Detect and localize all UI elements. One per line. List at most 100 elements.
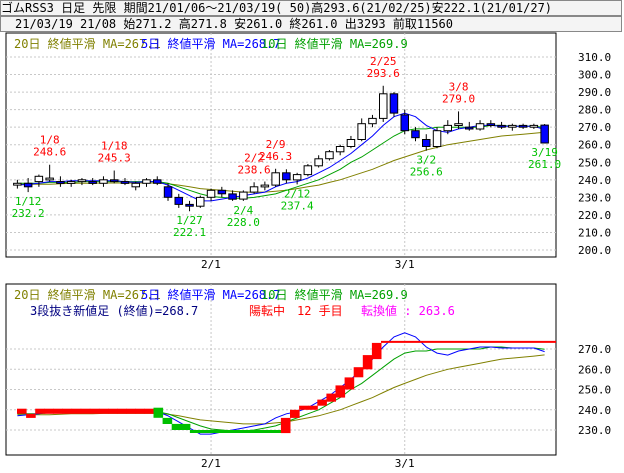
high-value-label: 238.6 (238, 163, 271, 176)
new-price-block (44, 408, 54, 414)
y-tick-label: 230.0 (578, 191, 611, 204)
low-date-label: 1/12 (15, 195, 42, 208)
candle-body (163, 186, 173, 198)
new-price-block (208, 430, 218, 433)
candle-body (206, 189, 216, 198)
candle-body (260, 184, 270, 188)
low-value-label: 228.0 (227, 216, 260, 229)
y-tick-label: 270.0 (578, 343, 611, 356)
candle-body (411, 130, 420, 139)
ohlc-bar: 21/03/19 21/08 始271.2 高271.8 安261.0 終261… (0, 16, 622, 32)
candle-body (465, 126, 474, 130)
low-value-label: 261.0 (528, 158, 561, 171)
new-price-block (308, 405, 318, 410)
candle-body (518, 124, 528, 128)
candle-body (303, 165, 313, 176)
new-price-block (335, 385, 346, 398)
new-price-block (199, 430, 209, 433)
low-date-label: 2/4 (233, 204, 253, 217)
candle-body (540, 124, 549, 144)
high-date-label: 2/9 (266, 138, 286, 151)
candle-body (228, 193, 237, 200)
high-date-label: 2/2 (244, 151, 264, 164)
new-price-block (371, 342, 382, 360)
trend-status: 陽転中 12 手目 (249, 303, 343, 318)
new-price-block (290, 409, 300, 418)
candle-body (239, 191, 248, 200)
new-price-block (89, 408, 100, 414)
candle-body (131, 182, 140, 188)
new-price-block (26, 413, 36, 418)
new-price-block (35, 408, 45, 414)
candle-body (443, 124, 452, 132)
new-price-block (53, 408, 63, 414)
low-date-label: 3/2 (416, 154, 436, 167)
new-price-block (98, 408, 109, 414)
candle-body (475, 123, 485, 130)
candle-body (454, 123, 463, 126)
candle-body (314, 158, 323, 167)
x-tick-label: 3/1 (395, 258, 415, 271)
candle-body (174, 196, 183, 205)
candle-body (357, 123, 366, 140)
y-tick-label: 230.0 (578, 424, 611, 437)
low-value-label: 232.2 (12, 207, 45, 220)
candle-body (271, 172, 280, 186)
candle-body (249, 186, 259, 193)
y-tick-label: 250.0 (578, 384, 611, 397)
new-price-panel: 270.0 260.0 250.0 240.0 230.0 2/1 3/1 20日 終値平滑 … (5, 283, 611, 470)
new-price-block (126, 408, 136, 414)
y-tick-label: 270.0 (578, 121, 611, 134)
legend-item: 20日 終値平滑 MA=267.1 (14, 36, 161, 51)
new-price-block (344, 377, 355, 390)
candle-body (110, 179, 119, 183)
y-tick-label: 260.0 (578, 139, 611, 152)
legend-item: 5日 終値平滑 MA=268.7 (141, 287, 280, 302)
high-date-label: 3/8 (449, 80, 469, 93)
new-price-block (135, 408, 145, 414)
candle-body (142, 179, 151, 184)
candle-body (486, 123, 496, 126)
y-tick-label: 260.0 (578, 363, 611, 376)
high-value-label: 279.0 (442, 92, 475, 105)
low-date-label: 3/19 (531, 146, 558, 159)
new-price-block (180, 423, 191, 430)
y-tick-label: 280.0 (578, 104, 611, 117)
candle-body (45, 177, 54, 181)
new-price-block (235, 430, 245, 433)
candle-body (217, 189, 227, 195)
new-price-block (80, 408, 91, 414)
candle-body (529, 124, 539, 128)
y-tick-label: 240.0 (578, 404, 611, 417)
new-price-block (244, 430, 255, 433)
candle-body (389, 93, 399, 114)
high-date-label: 1/18 (101, 140, 128, 153)
candle-body (23, 182, 33, 188)
new-price-block (299, 405, 309, 410)
x-tick-label: 2/1 (201, 258, 221, 271)
candle-body (422, 139, 431, 147)
new-price-block (71, 408, 82, 414)
new-price-block (162, 417, 173, 424)
new-price-block (271, 430, 282, 433)
y-tick-label: 290.0 (578, 86, 611, 99)
high-value-label: 248.6 (33, 146, 66, 159)
candle-body (292, 174, 302, 181)
high-value-label: 246.3 (259, 150, 292, 163)
y-tick-label: 250.0 (578, 156, 611, 169)
legend-item: 20日 終値平滑 MA=267.1 (14, 287, 161, 302)
candle-body (13, 182, 22, 186)
new-price-block (17, 408, 27, 414)
high-date-label: 1/8 (40, 134, 60, 147)
candle-body (153, 179, 162, 184)
new-price-block (326, 393, 336, 402)
y-tick-label: 200.0 (578, 244, 611, 257)
new-price-block (226, 430, 236, 433)
candle-body (185, 203, 194, 207)
title-bar: ゴムRSS3 日足 先限 期間21/01/06～21/03/19( 50)高29… (0, 0, 622, 16)
reversal-value: 転換値 : 263.6 (361, 303, 455, 318)
new-price-block (153, 407, 164, 418)
x-tick-label: 2/1 (201, 457, 221, 470)
legend-item: 5日 終値平滑 MA=268.7 (141, 36, 280, 51)
